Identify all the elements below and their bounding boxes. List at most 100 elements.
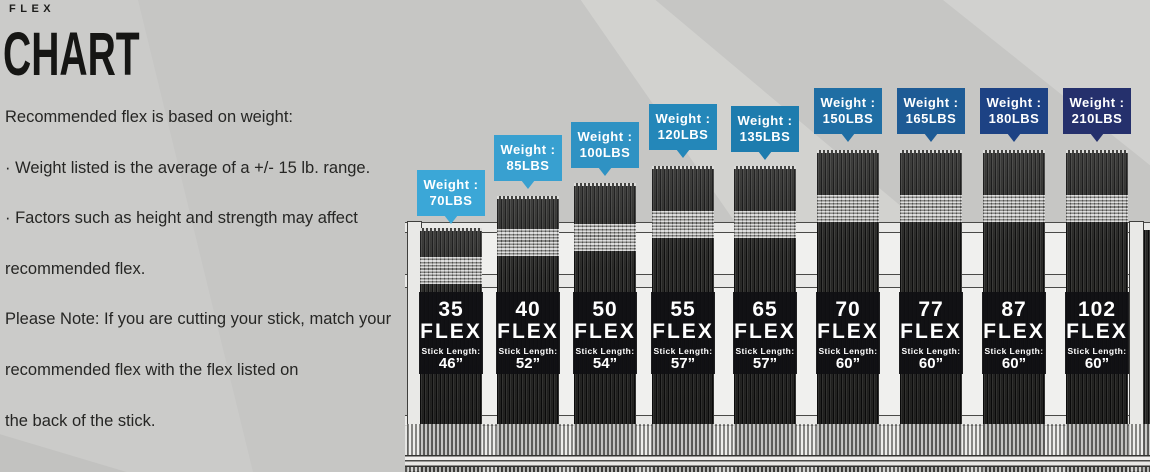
flex-label-plate: 65 FLEX Stick Length: 57” bbox=[733, 292, 797, 374]
flex-label-plate: 35 FLEX Stick Length: 46” bbox=[419, 292, 483, 374]
note-line: recommended flex with the flex listed on bbox=[5, 360, 299, 379]
note-line: Please Note: If you are cutting your sti… bbox=[5, 310, 392, 329]
stick-length-value: 57” bbox=[752, 355, 778, 372]
flex-value: 35 bbox=[438, 298, 464, 321]
weight-value: 180LBS bbox=[988, 111, 1040, 126]
stick-length-value: 54” bbox=[592, 355, 618, 372]
grip-tape-band bbox=[420, 257, 482, 284]
flex-word: FLEX bbox=[817, 320, 879, 343]
stick-length-value: 57” bbox=[670, 355, 696, 372]
weight-value: 100LBS bbox=[579, 145, 631, 160]
tag-pointer-icon bbox=[444, 215, 458, 224]
flex-label-plate: 40 FLEX Stick Length: 52” bbox=[496, 292, 560, 374]
weight-tag: Weight :180LBS bbox=[980, 88, 1048, 142]
tag-pointer-icon bbox=[758, 151, 772, 160]
weight-tag: Weight :70LBS bbox=[417, 170, 485, 224]
flex-word: FLEX bbox=[574, 320, 636, 343]
note-line: the back of the stick. bbox=[5, 411, 156, 430]
flex-value: 65 bbox=[752, 298, 778, 321]
notes-block: Recommended flex is based on weight: · W… bbox=[5, 92, 407, 446]
flex-word: FLEX bbox=[983, 320, 1045, 343]
note-line: · Factors such as height and strength ma… bbox=[5, 209, 358, 228]
weight-value: 85LBS bbox=[506, 158, 550, 173]
flex-word: FLEX bbox=[497, 320, 559, 343]
grip-tape-band bbox=[1066, 195, 1128, 222]
flex-value: 87 bbox=[1001, 298, 1027, 321]
note-line: Recommended flex is based on weight: bbox=[5, 108, 293, 126]
grip-tape-band bbox=[652, 211, 714, 238]
tag-pointer-icon bbox=[521, 180, 535, 189]
stick-length-value: 60” bbox=[1001, 355, 1027, 372]
weight-tag: Weight :85LBS bbox=[494, 135, 562, 189]
flex-value: 50 bbox=[592, 298, 618, 321]
flex-column: Weight :210LBS 102 FLEX Stick Length: 60” bbox=[1063, 0, 1131, 472]
flex-value: 40 bbox=[515, 298, 541, 321]
flex-word: FLEX bbox=[900, 320, 962, 343]
flex-label-plate: 50 FLEX Stick Length: 54” bbox=[573, 292, 637, 374]
stick-shafts-bottom-band bbox=[405, 467, 1150, 472]
weight-value: 210LBS bbox=[1071, 111, 1123, 126]
stick-length-value: 52” bbox=[515, 355, 541, 372]
flex-value: 55 bbox=[670, 298, 696, 321]
weight-label: Weight : bbox=[1069, 95, 1125, 110]
grip-tape-band bbox=[497, 229, 559, 256]
weight-label: Weight : bbox=[577, 129, 633, 144]
weight-label: Weight : bbox=[986, 95, 1042, 110]
weight-value: 70LBS bbox=[429, 193, 473, 208]
flex-word: FLEX bbox=[652, 320, 714, 343]
stick-length-value: 60” bbox=[835, 355, 861, 372]
flex-word: FLEX bbox=[1066, 320, 1128, 343]
stick-shafts-spread-band bbox=[405, 424, 1150, 455]
weight-tag: Weight :135LBS bbox=[731, 106, 799, 160]
flex-column: Weight :70LBS 35 FLEX Stick Length: 46” bbox=[417, 0, 485, 472]
weight-tag: Weight :120LBS bbox=[649, 104, 717, 158]
grip-tape-band bbox=[983, 195, 1045, 222]
flex-column: Weight :180LBS 87 FLEX Stick Length: 60” bbox=[980, 0, 1048, 472]
tag-pointer-icon bbox=[1007, 133, 1021, 142]
flex-word: FLEX bbox=[734, 320, 796, 343]
weight-tag: Weight :150LBS bbox=[814, 88, 882, 142]
eyebrow-label: FLEX bbox=[9, 3, 56, 15]
flex-column: Weight :150LBS 70 FLEX Stick Length: 60” bbox=[814, 0, 882, 472]
stick-length-value: 46” bbox=[438, 355, 464, 372]
weight-tag: Weight :100LBS bbox=[571, 122, 639, 176]
tag-pointer-icon bbox=[924, 133, 938, 142]
flex-column: Weight :165LBS 77 FLEX Stick Length: 60” bbox=[897, 0, 965, 472]
tag-pointer-icon bbox=[841, 133, 855, 142]
weight-label: Weight : bbox=[820, 95, 876, 110]
note-line: · Weight listed is the average of a +/- … bbox=[5, 158, 371, 177]
stick-length-value: 60” bbox=[918, 355, 944, 372]
weight-tag: Weight :165LBS bbox=[897, 88, 965, 142]
grip-tape-band bbox=[574, 224, 636, 251]
stick-length-value: 60” bbox=[1084, 355, 1110, 372]
weight-tag: Weight :210LBS bbox=[1063, 88, 1131, 142]
tag-pointer-icon bbox=[1090, 133, 1104, 142]
flex-value: 70 bbox=[835, 298, 861, 321]
weight-label: Weight : bbox=[737, 113, 793, 128]
weight-label: Weight : bbox=[655, 111, 711, 126]
weight-label: Weight : bbox=[423, 177, 479, 192]
flex-word: FLEX bbox=[420, 320, 482, 343]
grip-tape-band bbox=[817, 195, 879, 222]
weight-value: 120LBS bbox=[657, 127, 709, 142]
page-title: CHART bbox=[3, 20, 140, 88]
flex-column: Weight :120LBS 55 FLEX Stick Length: 57” bbox=[649, 0, 717, 472]
weight-label: Weight : bbox=[500, 142, 556, 157]
tag-pointer-icon bbox=[598, 167, 612, 176]
flex-value: 77 bbox=[918, 298, 944, 321]
note-line: recommended flex. bbox=[5, 259, 146, 278]
stick-length-label: Stick Length: bbox=[421, 346, 481, 356]
weight-label: Weight : bbox=[903, 95, 959, 110]
flex-label-plate: 102 FLEX Stick Length: 60” bbox=[1065, 292, 1129, 374]
flex-label-plate: 87 FLEX Stick Length: 60” bbox=[982, 292, 1046, 374]
stick-length-label: Stick Length: bbox=[498, 346, 558, 356]
flex-label-plate: 77 FLEX Stick Length: 60” bbox=[899, 292, 963, 374]
flex-column: Weight :85LBS 40 FLEX Stick Length: 52” bbox=[494, 0, 562, 472]
weight-value: 165LBS bbox=[905, 111, 957, 126]
flex-column: Weight :100LBS 50 FLEX Stick Length: 54” bbox=[571, 0, 639, 472]
flex-column: Weight :135LBS 65 FLEX Stick Length: 57” bbox=[731, 0, 799, 472]
weight-value: 135LBS bbox=[739, 129, 791, 144]
grip-tape-band bbox=[900, 195, 962, 222]
